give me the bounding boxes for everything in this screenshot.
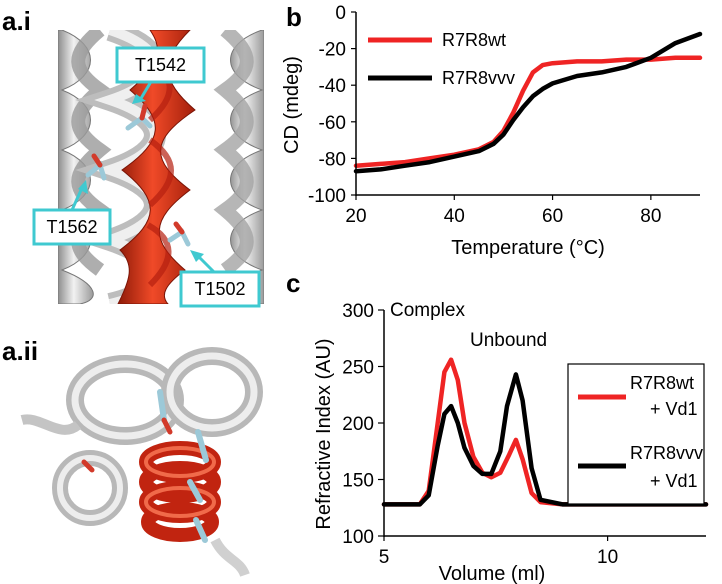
sec-y-tick-label: 100 — [342, 527, 374, 548]
cd-x-tick-label: 80 — [640, 206, 661, 227]
top-view-side-chains — [81, 389, 209, 543]
cd-y-tick-label: -20 — [319, 40, 346, 61]
threonine-side-chains — [85, 103, 191, 247]
legend-label-wt-line1: R7R8wt — [630, 373, 694, 393]
cd-series-line-r7r8wt — [353, 55, 703, 168]
legend-label-r7r8vvv: R7R8vvv — [442, 68, 515, 88]
callout-t1502: T1502 — [179, 250, 261, 308]
legend-label-vvv-line2: + Vd1 — [650, 471, 698, 491]
cd-y-ticks: 0 -20 -40 -60 -80 -100 — [308, 3, 356, 207]
cd-y-axis-title: CD (mdeg) — [281, 56, 303, 154]
grey-coil-top-right — [161, 347, 263, 437]
annotation-complex: Complex — [390, 300, 465, 321]
sec-y-tick-label: 300 — [342, 301, 374, 322]
grey-coil-bottom-left — [52, 450, 128, 526]
panel-a-i: a.i — [2, 6, 264, 308]
panel-label-b: b — [286, 2, 302, 32]
residue-label-t1502: T1502 — [194, 279, 245, 299]
sec-marks — [381, 357, 709, 507]
callout-t1542: T1542 — [115, 46, 206, 104]
cd-x-axis-title: Temperature (°C) — [451, 237, 605, 259]
sec-x-tick-label: 5 — [379, 547, 390, 568]
grey-loop — [20, 414, 82, 435]
residue-label-t1562: T1562 — [46, 217, 97, 237]
sec-series-line-r7r8vvv — [381, 372, 709, 507]
panel-label-a-ii: a.ii — [2, 336, 38, 366]
panel-label-a-i: a.i — [2, 6, 31, 36]
sec-chart: 100 150 200 250 300 5 10 Volume (ml) Refracti… — [313, 300, 709, 584]
sec-legend: R7R8wt + Vd1 R7R8vvv + Vd1 — [567, 363, 705, 505]
cd-y-tick-label: -60 — [319, 113, 346, 134]
cd-x-tick-label: 60 — [542, 206, 563, 227]
cd-y-tick-label: -40 — [319, 76, 346, 97]
sec-legend-box — [567, 363, 705, 505]
cd-x-ticks: 20 40 60 80 — [345, 195, 661, 227]
annotation-unbound: Unbound — [470, 330, 547, 351]
sec-y-axis-title: Refractive Index (AU) — [313, 338, 335, 529]
cd-series-line-r7r8vvv — [353, 31, 703, 174]
cd-y-tick-label: -100 — [308, 186, 346, 207]
cd-x-tick-label: 20 — [345, 206, 366, 227]
cd-melting-marks — [353, 31, 703, 174]
legend-label-vvv-line1: R7R8vvv — [630, 443, 703, 463]
cd-y-tick-label: 0 — [335, 3, 346, 24]
legend-label-r7r8wt: R7R8wt — [442, 30, 506, 50]
callout-t1562: T1562 — [32, 180, 112, 246]
red-coil — [139, 441, 250, 578]
cd-x-tick-label: 40 — [444, 206, 465, 227]
sec-x-tick-label: 10 — [597, 547, 618, 568]
sec-x-axis-title: Volume (ml) — [439, 563, 546, 584]
panel-a-ii: a.ii — [2, 336, 263, 578]
residue-label-t1542: T1542 — [135, 55, 186, 75]
sec-x-ticks: 5 10 — [379, 536, 618, 568]
panel-label-c: c — [286, 268, 300, 298]
helix-bundle-top-view — [20, 347, 263, 578]
sec-y-ticks: 100 150 200 250 300 — [342, 301, 384, 548]
sec-y-tick-label: 250 — [342, 358, 374, 379]
cd-legend: R7R8wt R7R8vvv — [368, 30, 515, 88]
sec-y-tick-label: 200 — [342, 414, 374, 435]
sec-y-tick-label: 150 — [342, 471, 374, 492]
cd-y-tick-label: -80 — [319, 149, 346, 170]
cd-melting-chart: 0 -20 -40 -60 -80 -100 20 40 60 80 Temperature (… — [281, 3, 703, 259]
legend-label-wt-line2: + Vd1 — [650, 399, 698, 419]
